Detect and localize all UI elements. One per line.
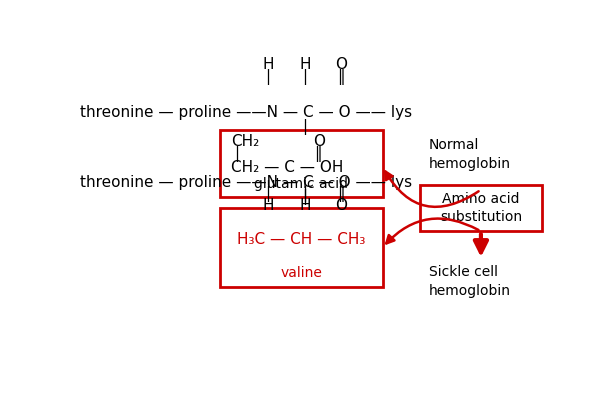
Text: glutamic acid: glutamic acid <box>254 177 348 191</box>
Bar <box>220 130 382 197</box>
Text: CH₂ — C — OH: CH₂ — C — OH <box>232 160 344 175</box>
Text: O: O <box>313 134 325 149</box>
Text: H: H <box>299 199 311 214</box>
FancyArrowPatch shape <box>386 219 478 243</box>
Text: ‖: ‖ <box>338 186 345 202</box>
Text: |: | <box>302 189 307 204</box>
Text: valine: valine <box>280 266 322 280</box>
Bar <box>220 208 382 287</box>
Text: threonine — proline ——N — C — O —— lys: threonine — proline ——N — C — O —— lys <box>80 175 412 190</box>
Text: threonine — proline ——N — C — O —— lys: threonine — proline ——N — C — O —— lys <box>80 105 412 120</box>
Text: |: | <box>302 186 307 202</box>
Text: H: H <box>299 57 311 72</box>
Text: |: | <box>302 69 307 85</box>
Text: Amino acid
substitution: Amino acid substitution <box>440 192 522 225</box>
Text: H: H <box>262 199 274 214</box>
Text: O: O <box>335 57 348 72</box>
Text: |: | <box>265 186 270 202</box>
FancyArrowPatch shape <box>475 234 487 253</box>
Text: O: O <box>335 199 348 214</box>
Text: |: | <box>302 119 307 135</box>
Text: Normal
hemoglobin: Normal hemoglobin <box>429 138 511 171</box>
Text: ‖: ‖ <box>315 146 322 162</box>
Text: Sickle cell
hemoglobin: Sickle cell hemoglobin <box>429 265 511 297</box>
Text: H₃C — CH — CH₃: H₃C — CH — CH₃ <box>237 232 365 247</box>
FancyArrowPatch shape <box>386 171 478 207</box>
Text: ‖: ‖ <box>338 69 345 85</box>
Text: H: H <box>262 57 274 72</box>
Bar <box>420 185 542 231</box>
Text: |: | <box>265 69 270 85</box>
Text: CH₂: CH₂ <box>232 134 260 149</box>
Text: |: | <box>234 146 240 162</box>
